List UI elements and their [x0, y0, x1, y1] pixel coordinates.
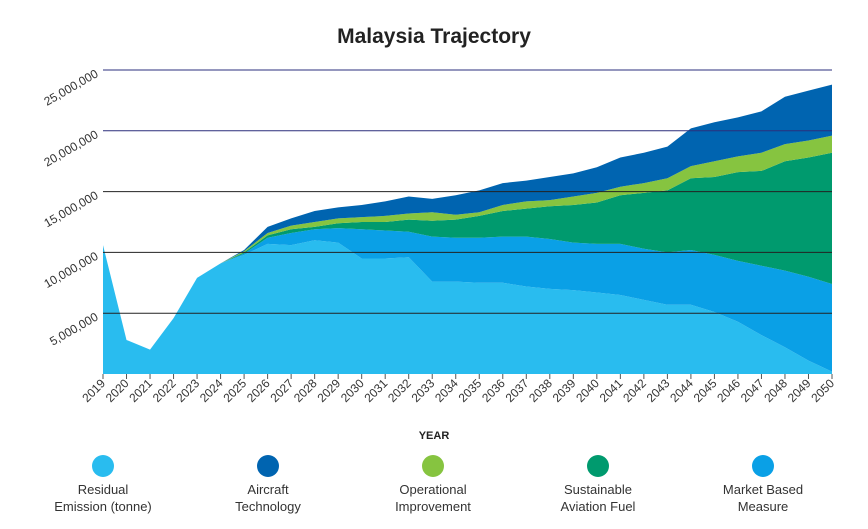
x-tick-label: 2046 [714, 376, 743, 405]
area [103, 135, 832, 350]
x-tick-label: 2035 [456, 376, 485, 405]
x-tick-label: 2021 [126, 376, 155, 405]
x-tick-label: 2020 [103, 376, 132, 405]
x-tick-label: 2038 [526, 376, 555, 405]
legend-label: Residual Emission (tonne) [54, 482, 152, 514]
legend-label: Sustainable Aviation Fuel [560, 482, 636, 514]
x-tick-label: 2043 [644, 376, 673, 405]
x-tick-label: 2034 [432, 376, 461, 405]
legend: Residual Emission (tonne) Aircraft Techno… [0, 455, 868, 529]
x-tick-label: 2025 [220, 376, 249, 405]
legend-swatch [587, 455, 609, 477]
x-tick-label: 2042 [620, 376, 649, 405]
x-tick-label: 2037 [503, 376, 532, 405]
y-tick-label: 15,000,000 [41, 188, 100, 230]
chart-title: Malaysia Trajectory [337, 25, 531, 48]
x-tick-label: 2048 [761, 376, 790, 405]
x-tick-label: 2050 [808, 376, 837, 405]
x-tick-label: 2036 [479, 376, 508, 405]
x-tick-label: 2039 [550, 376, 579, 405]
x-tick-label: 2026 [244, 376, 273, 405]
legend-label: Aircraft Technology [235, 482, 301, 514]
x-tick-label: 2019 [79, 376, 108, 405]
x-tick-label: 2032 [385, 376, 414, 405]
y-tick-label: 20,000,000 [41, 127, 100, 169]
x-tick-label: 2024 [197, 376, 226, 405]
x-tick-label: 2033 [409, 376, 438, 405]
area [103, 228, 832, 372]
chart: Malaysia Trajectory YEAR 5,000,000 10,000… [41, 25, 837, 442]
x-tick-label: 2023 [173, 376, 202, 405]
x-axis-label: YEAR [419, 430, 450, 442]
x-tick-label: 2029 [315, 376, 344, 405]
legend-swatch [257, 455, 279, 477]
x-tick-label: 2031 [362, 376, 391, 405]
legend-item: Sustainable Aviation Fuel [543, 455, 653, 515]
x-tick-label: 2047 [738, 376, 767, 405]
y-tick-label: 25,000,000 [41, 66, 100, 108]
y-tick-label: 10,000,000 [41, 249, 100, 291]
x-tick-label: 2028 [291, 376, 320, 405]
x-tick-label: 2027 [267, 376, 296, 405]
legend-swatch [422, 455, 444, 477]
legend-item: Operational Improvement [378, 455, 488, 515]
x-tick-label: 2041 [597, 376, 626, 405]
x-tick-label: 2030 [338, 376, 367, 405]
x-tick-label: 2045 [691, 376, 720, 405]
x-tick-label: 2040 [573, 376, 602, 405]
legend-swatch [752, 455, 774, 477]
legend-label: Operational Improvement [395, 482, 471, 514]
legend-item: Residual Emission (tonne) [48, 455, 158, 515]
area [103, 152, 832, 350]
y-tick-label: 5,000,000 [47, 310, 101, 349]
x-tick-label: 2044 [667, 376, 696, 405]
legend-item: Market Based Measure [708, 455, 818, 515]
area [103, 240, 832, 374]
legend-swatch [92, 455, 114, 477]
x-tick-label: 2049 [785, 376, 814, 405]
legend-label: Market Based Measure [722, 482, 804, 514]
x-tick-label: 2022 [150, 376, 179, 405]
legend-item: Aircraft Technology [213, 455, 323, 515]
